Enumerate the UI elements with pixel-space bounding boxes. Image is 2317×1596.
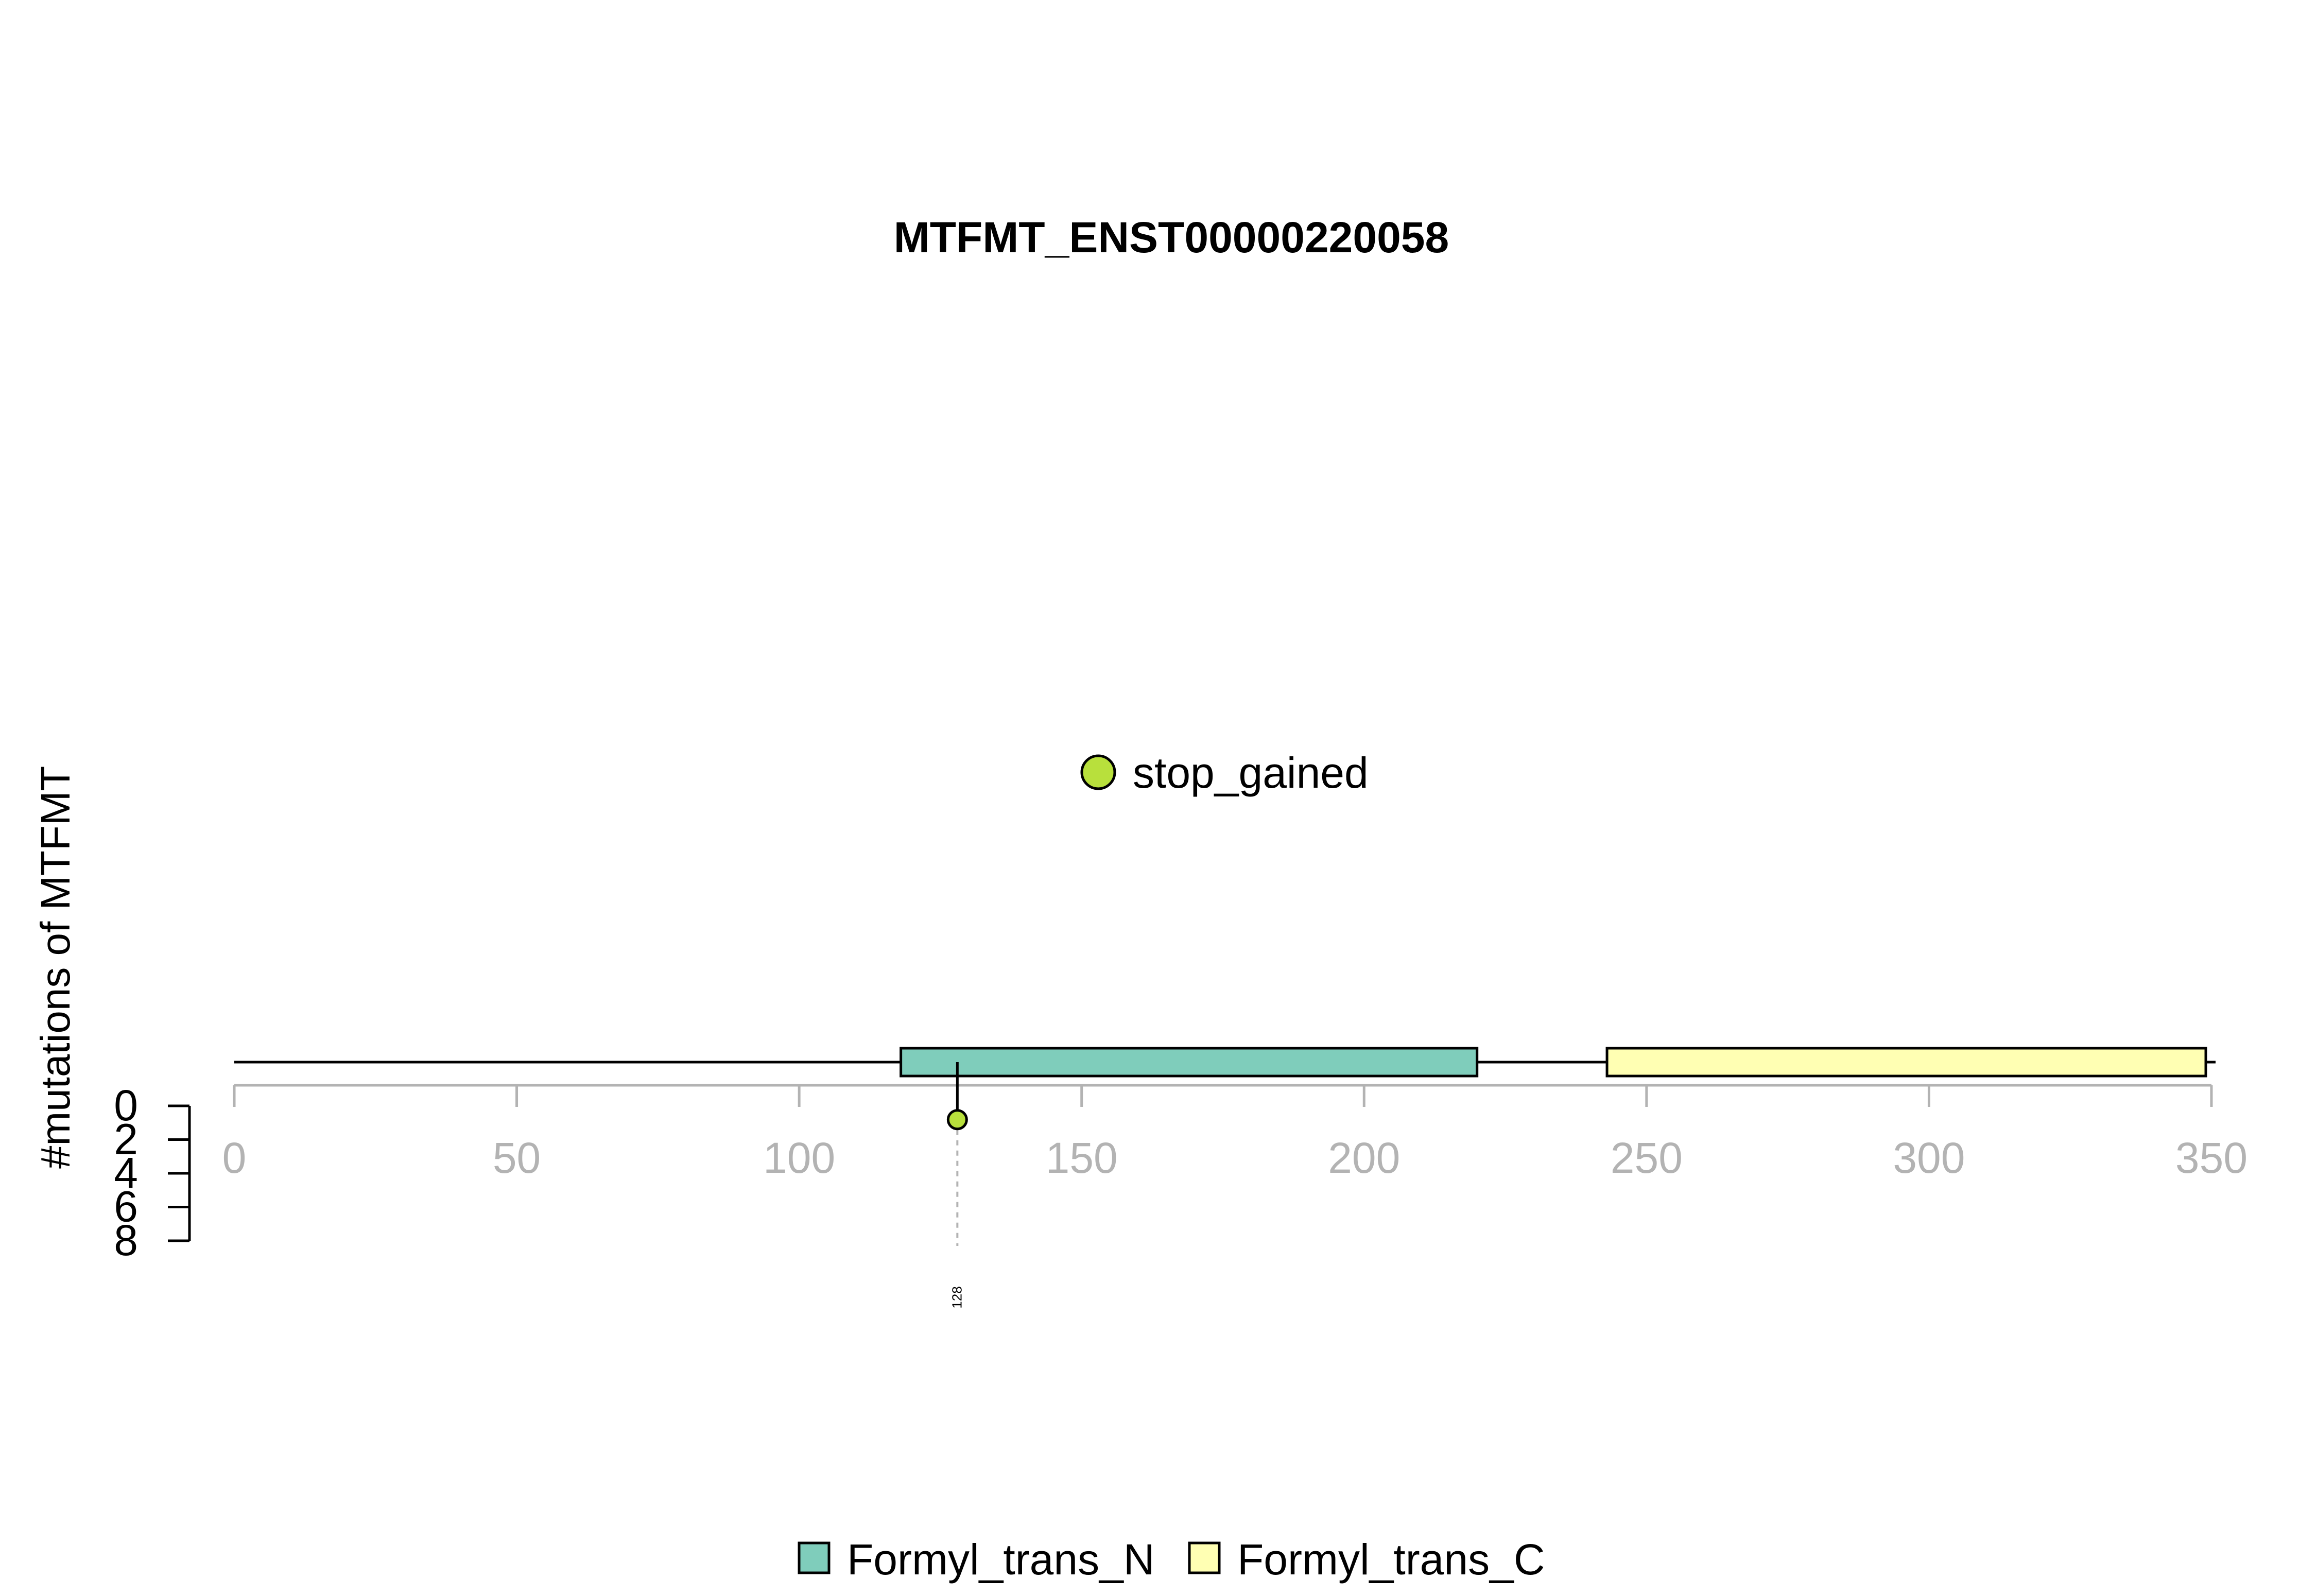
- domain-legend-label-Formyl_trans_C: Formyl_trans_C: [1237, 1535, 1545, 1584]
- y-tick-label-0: 0: [114, 1081, 138, 1130]
- x-tick-label-0: 0: [222, 1134, 247, 1182]
- y-axis-label: #mutations of MTFMT: [32, 766, 78, 1169]
- x-tick-label-100: 100: [763, 1134, 835, 1182]
- lollipop-head-128: [946, 1109, 968, 1131]
- x-tick-label-300: 300: [1893, 1134, 1965, 1182]
- x-tick-label-250: 250: [1611, 1134, 1683, 1182]
- y-tick-label-6: 6: [114, 1183, 138, 1231]
- domain-Formyl_trans_N: [900, 1047, 1479, 1078]
- x-tick-label-350: 350: [2175, 1134, 2247, 1182]
- position-label-128: 128: [949, 1286, 964, 1308]
- x-axis: 0 50 100 150 200 250 300 350: [222, 1084, 2247, 1182]
- x-tick-label-50: 50: [493, 1134, 541, 1182]
- y-tick-label-8: 8: [114, 1216, 138, 1264]
- mutation-lollipops: 128: [946, 1062, 968, 1309]
- x-tick-label-200: 200: [1328, 1134, 1400, 1182]
- y-tick-label-4: 4: [114, 1149, 138, 1197]
- domain-legend-swatch-Formyl_trans_N: [798, 1541, 831, 1574]
- y-tick-label-2: 2: [114, 1115, 138, 1164]
- legend-marker-stop_gained: [1080, 754, 1116, 790]
- domain-Formyl_trans_C: [1605, 1047, 2207, 1078]
- legend-label-stop_gained: stop_gained: [1133, 749, 1369, 797]
- domain-group: [900, 1047, 2207, 1078]
- chart-title: MTFMT_ENST00000220058: [894, 213, 1449, 262]
- mutation-type-legend: stop_gained: [1080, 749, 1369, 797]
- x-tick-label-150: 150: [1046, 1134, 1118, 1182]
- domain-legend-label-Formyl_trans_N: Formyl_trans_N: [847, 1535, 1154, 1584]
- domain-legend: Formyl_trans_N Formyl_trans_C: [798, 1535, 1545, 1584]
- domain-legend-swatch-Formyl_trans_C: [1188, 1541, 1221, 1574]
